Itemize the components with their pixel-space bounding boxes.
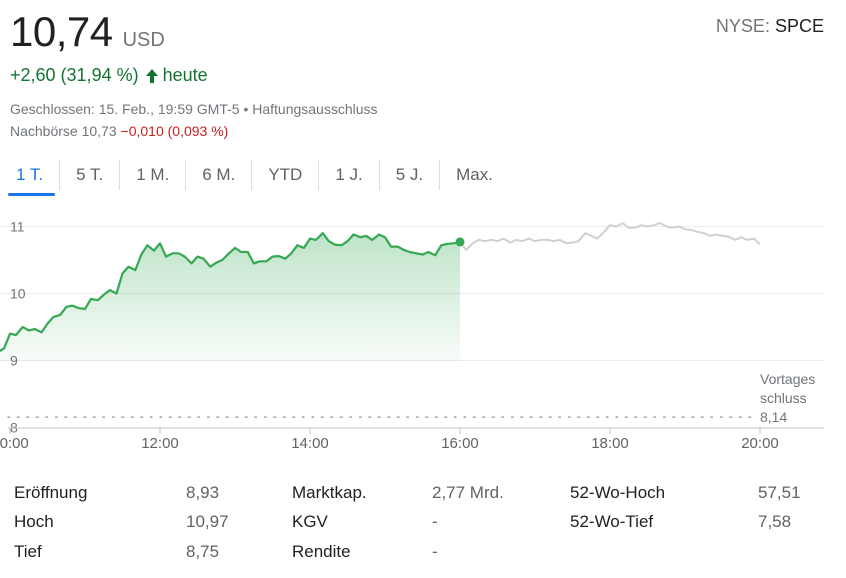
stat-label-yield: Rendite xyxy=(292,542,351,561)
tab-1d[interactable]: 1 T. xyxy=(0,160,59,196)
area-fill-regular xyxy=(0,233,460,363)
current-price: 10,74 xyxy=(10,8,113,55)
stat-label-pe: KGV xyxy=(292,512,328,531)
symbol-label: SPCE xyxy=(774,16,824,36)
x-tick-label: 10:00 xyxy=(0,435,29,452)
after-hours: Nachbörse 10,73 −0,010 (0,093 %) xyxy=(10,123,228,139)
ticker-symbol: NYSE: SPCE xyxy=(716,16,824,37)
stat-label-52w-high: 52-Wo-Hoch xyxy=(570,483,666,502)
y-tick-label: 11 xyxy=(10,219,25,235)
closed-status: Geschlossen: 15. Feb., 19:59 GMT-5 • Haf… xyxy=(10,101,378,117)
exchange-label: NYSE: xyxy=(715,16,770,36)
stat-label-52w-low: 52-Wo-Tief xyxy=(570,512,654,531)
change-period: heute xyxy=(162,65,208,85)
after-hours-change: −0,010 (0,093 %) xyxy=(120,123,229,139)
currency-label: USD xyxy=(122,29,165,51)
tab-1m[interactable]: 1 M. xyxy=(119,160,185,190)
stat-value-high: 10,97 xyxy=(186,512,229,531)
stat-value-marketcap: 2,77 Mrd. xyxy=(432,483,504,502)
stat-value-yield: - xyxy=(432,542,438,561)
prev-close-label: 8,14 xyxy=(760,409,787,425)
x-tick-label: 20:00 xyxy=(741,435,779,452)
stat-label-high: Hoch xyxy=(14,512,54,531)
change-value: +2,60 (31,94 %) xyxy=(10,65,139,85)
tab-5d[interactable]: 5 T. xyxy=(59,160,119,190)
line-regular-session xyxy=(0,232,461,353)
x-tick-label: 16:00 xyxy=(441,435,479,452)
x-tick-label: 12:00 xyxy=(141,435,179,452)
tab-1y[interactable]: 1 J. xyxy=(318,160,378,190)
tab-ytd[interactable]: YTD xyxy=(251,160,318,190)
close-point xyxy=(455,237,465,247)
price-change: +2,60 (31,94 %) heute xyxy=(10,65,208,86)
stat-label-low: Tief xyxy=(14,542,42,561)
tab-5y[interactable]: 5 J. xyxy=(378,160,439,190)
stat-value-52w-high: 57,51 xyxy=(758,483,801,502)
x-tick-label: 18:00 xyxy=(591,435,629,452)
stat-value-open: 8,93 xyxy=(186,483,220,502)
after-hours-price: Nachbörse 10,73 xyxy=(10,123,117,139)
tab-6m[interactable]: 6 M. xyxy=(185,160,251,190)
arrow-up-icon xyxy=(145,68,159,84)
price-header: 10,74 USD xyxy=(10,8,165,56)
y-tick-label: 10 xyxy=(10,286,26,302)
price-chart[interactable]: 11109810:0012:0014:0016:0018:0020:00Vort… xyxy=(0,200,846,462)
stat-label-open: Eröffnung xyxy=(14,483,88,502)
prev-close-label: Vortages xyxy=(760,371,815,387)
line-extended-hours xyxy=(459,222,761,251)
stat-value-low: 8,75 xyxy=(186,542,220,561)
tab-max[interactable]: Max. xyxy=(439,160,509,190)
x-tick-label: 14:00 xyxy=(291,435,329,452)
range-tabs: 1 T. 5 T. 1 M. 6 M. YTD 1 J. 5 J. Max. xyxy=(0,158,509,196)
prev-close-label: schluss xyxy=(760,390,807,406)
stat-value-52w-low: 7,58 xyxy=(758,512,792,531)
stat-label-marketcap: Marktkap. xyxy=(292,483,367,502)
stat-value-pe: - xyxy=(432,512,438,531)
